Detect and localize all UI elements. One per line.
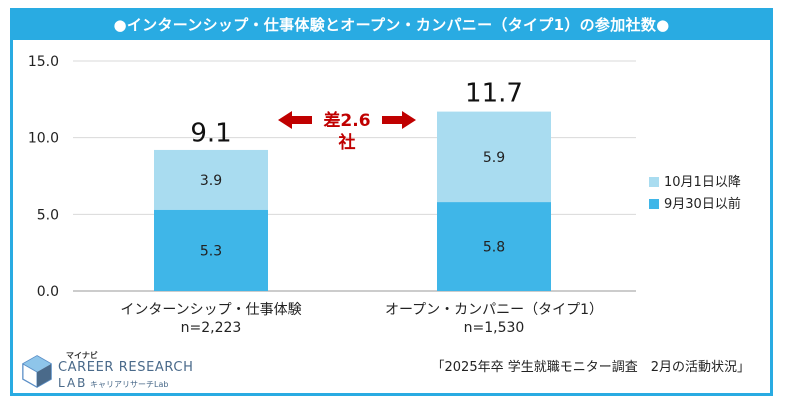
- difference-label: 差2.6: [323, 110, 370, 131]
- logo-lab: LAB: [58, 376, 88, 390]
- logo-name: CAREER RESEARCH: [58, 360, 194, 375]
- logo-subtitle: キャリアリサーチLab: [90, 380, 169, 389]
- legend: 10月1日以降 9月30日以前: [649, 175, 741, 212]
- segment-value-label-1-1: 5.9: [483, 150, 505, 166]
- total-value-label-1: 11.7: [465, 79, 523, 109]
- y-tick-label-3: 15.0: [28, 54, 59, 70]
- legend-label-1: 9月30日以前: [664, 196, 741, 212]
- y-tick-label-0: 0.0: [37, 284, 59, 300]
- right-arrow-icon: [382, 111, 416, 129]
- logo-brand: マイナビ: [66, 351, 98, 360]
- bar-segment-1-1: [437, 111, 551, 203]
- left-arrow-icon: [278, 111, 312, 129]
- bar-segment-0-1: [154, 149, 268, 210]
- y-tick-label-1: 5.0: [37, 207, 59, 223]
- bar-segment-0-0: [154, 209, 268, 291]
- segment-value-label-0-1: 3.9: [200, 173, 222, 189]
- legend-swatch-1: [649, 199, 659, 209]
- difference-annotation: 差2.6 社: [278, 110, 416, 153]
- total-value-label-0: 9.1: [190, 118, 231, 148]
- segment-value-label-1-0: 5.8: [483, 240, 505, 256]
- category-sublabel-0: n=2,223: [181, 320, 242, 336]
- chart-title: ●インターンシップ・仕事体験とオープン・カンパニー（タイプ1）の参加社数●: [10, 8, 773, 40]
- bar-segment-1-0: [437, 202, 551, 291]
- career-research-lab-logo: マイナビ CAREER RESEARCH LAB キャリアリサーチLab: [20, 351, 220, 392]
- label-layer: 0.0 5.0 10.0 15.0 5.3 3.9 9.1 インターンシップ・仕事体験 n=2,…: [28, 54, 603, 336]
- y-tick-label-2: 10.0: [28, 131, 59, 147]
- category-label-1: オープン・カンパニー（タイプ1）: [385, 302, 603, 318]
- legend-label-0: 10月1日以降: [664, 175, 741, 190]
- segment-value-label-0-0: 5.3: [200, 243, 222, 259]
- legend-swatch-0: [649, 177, 659, 187]
- bar-layer: [154, 111, 551, 291]
- category-sublabel-1: n=1,530: [464, 320, 525, 336]
- chart-frame: [10, 8, 773, 396]
- difference-unit: 社: [338, 132, 356, 153]
- source-note: 「2025年卒 学生就職モニター調査 2月の活動状況」: [431, 360, 751, 375]
- category-label-0: インターンシップ・仕事体験: [120, 302, 301, 318]
- cube-logo-icon: [22, 355, 52, 388]
